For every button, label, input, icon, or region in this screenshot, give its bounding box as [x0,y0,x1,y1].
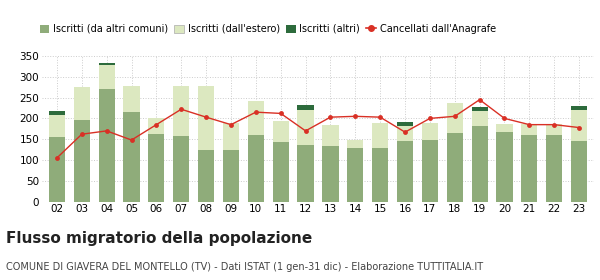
Bar [322,125,338,146]
Bar [472,107,488,111]
Bar [298,111,314,145]
Bar [272,121,289,142]
Bar [74,120,90,202]
Legend: Iscritti (da altri comuni), Iscritti (dall'estero), Iscritti (altri), Cancellati: Iscritti (da altri comuni), Iscritti (da… [36,20,500,38]
Bar [496,132,512,202]
Bar [347,148,364,202]
Bar [571,141,587,202]
Bar [571,110,587,141]
Bar [422,140,438,202]
Bar [298,105,314,111]
Bar [322,146,338,202]
Bar [446,133,463,202]
Text: COMUNE DI GIAVERA DEL MONTELLO (TV) - Dati ISTAT (1 gen-31 dic) - Elaborazione T: COMUNE DI GIAVERA DEL MONTELLO (TV) - Da… [6,262,483,272]
Bar [272,142,289,202]
Bar [397,141,413,202]
Bar [223,150,239,202]
Bar [372,148,388,202]
Bar [546,135,562,202]
Bar [49,111,65,115]
Bar [98,65,115,89]
Bar [546,124,562,135]
Bar [148,134,164,202]
Bar [198,86,214,150]
Bar [472,111,488,126]
Bar [74,87,90,120]
Bar [496,124,512,132]
Bar [98,89,115,202]
Bar [422,123,438,140]
Text: Flusso migratorio della popolazione: Flusso migratorio della popolazione [6,231,312,246]
Bar [446,102,463,133]
Bar [148,118,164,134]
Bar [49,115,65,137]
Bar [49,137,65,202]
Bar [521,124,538,135]
Bar [248,101,264,135]
Bar [98,63,115,65]
Bar [298,145,314,202]
Bar [571,106,587,110]
Bar [248,135,264,202]
Bar [124,86,140,112]
Bar [124,112,140,202]
Bar [372,123,388,148]
Bar [173,136,190,202]
Bar [347,140,364,148]
Bar [223,123,239,150]
Bar [198,150,214,202]
Bar [397,126,413,141]
Bar [397,122,413,126]
Bar [472,126,488,202]
Bar [521,135,538,202]
Bar [173,86,190,136]
